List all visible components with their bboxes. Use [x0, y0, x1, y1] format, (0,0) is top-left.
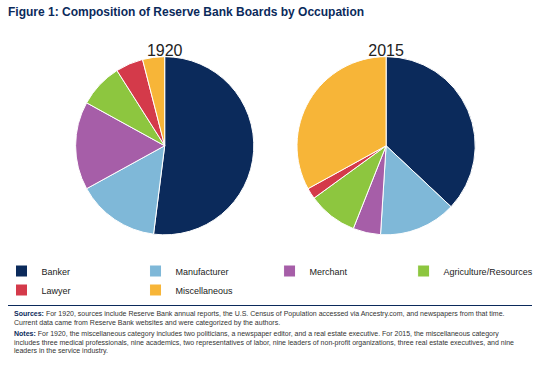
html-text:Sources: For 1920, sources inc: Sources: For 1920, sources include Reser… [14, 310, 505, 326]
svg-text:Miscellaneous: Miscellaneous [176, 286, 234, 296]
html-text:Figure 1: Composition of Reser: Figure 1: Composition of Reserve Bank Bo… [8, 5, 365, 19]
svg-text:Banker: Banker [42, 267, 71, 277]
svg-text:Merchant: Merchant [310, 267, 348, 277]
html-text:Notes: For 1920, the miscellan: Notes: For 1920, the miscellaneous categ… [14, 330, 514, 355]
svg-text:2015: 2015 [368, 42, 404, 59]
svg-text:Manufacturer: Manufacturer [176, 267, 229, 277]
svg-text:Lawyer: Lawyer [42, 286, 71, 296]
svg-text:Agriculture/Resources: Agriculture/Resources [444, 267, 533, 277]
svg-text:1920: 1920 [147, 42, 183, 59]
